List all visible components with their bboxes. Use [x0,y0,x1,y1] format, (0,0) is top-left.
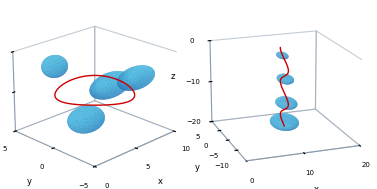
Y-axis label: y: y [27,177,32,186]
X-axis label: x: x [158,177,163,186]
X-axis label: x: x [314,185,319,189]
Y-axis label: y: y [195,163,199,172]
